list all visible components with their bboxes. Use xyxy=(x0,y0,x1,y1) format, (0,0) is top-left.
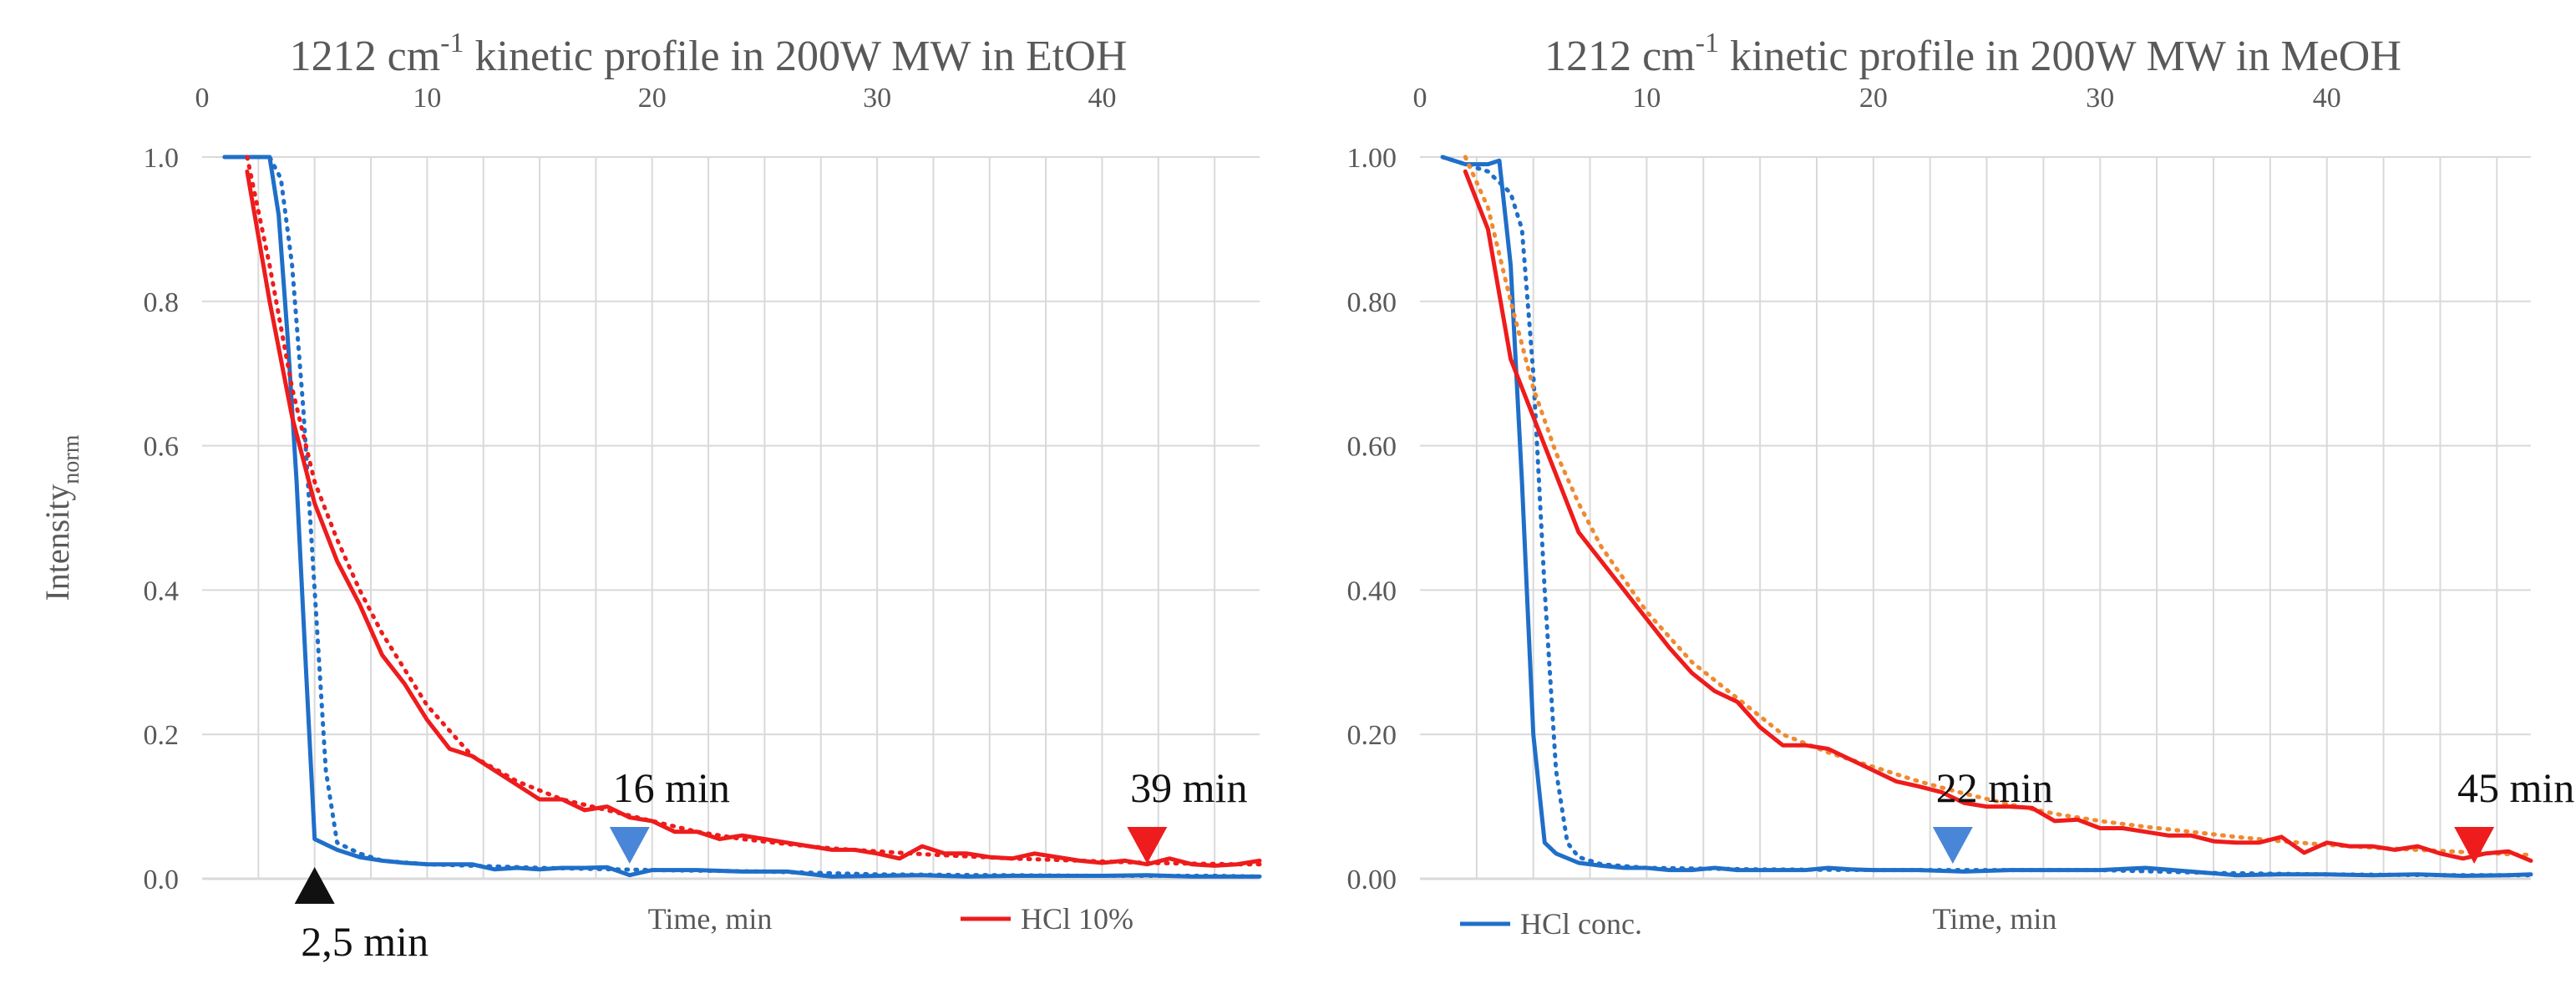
y-tick-label: 0.0 xyxy=(144,865,180,895)
series-line-hcl-conc-fit- xyxy=(222,155,1262,879)
marker-triangle-45-min xyxy=(2454,827,2495,864)
x-tick-label: 10 xyxy=(1632,83,1661,114)
series-line-hcl-10- xyxy=(245,169,1262,868)
legend-label: HCl 10% xyxy=(1021,902,1133,936)
marker-label: 16 min xyxy=(613,764,730,811)
marker-label: 22 min xyxy=(1936,764,2053,811)
chart-title: 1212 cm-1 kinetic profile in 200W MW in … xyxy=(1544,28,2401,80)
y-tick-label: 0.4 xyxy=(144,576,180,606)
x-axis-label: Time, min xyxy=(648,902,773,936)
series-line-hcl-10-fit- xyxy=(1463,155,2533,857)
marker-triangle-16-min xyxy=(609,827,650,864)
x-axis-label: Time, min xyxy=(1933,902,2057,936)
y-tick-label: 0.2 xyxy=(144,720,180,751)
y-tick-label: 0.40 xyxy=(1347,576,1397,606)
title-main: 1212 cm xyxy=(1544,33,1696,80)
series-line-hcl-conc- xyxy=(222,155,1262,879)
title-main: 1212 cm xyxy=(290,33,441,80)
x-tick-label: 30 xyxy=(2086,83,2114,114)
series-line-hcl-10-fit- xyxy=(245,155,1262,867)
marker-triangle-22-min xyxy=(1932,827,1973,864)
x-tick-label: 0 xyxy=(195,83,210,114)
series-line-hcl-conc-fit- xyxy=(1440,155,2533,878)
marker-label: 45 min xyxy=(2457,764,2574,811)
y-tick-label: 0.8 xyxy=(144,287,180,318)
y-label-main: Intensity xyxy=(38,484,76,601)
x-tick-label: 20 xyxy=(638,83,667,114)
marker-label: 2,5 min xyxy=(301,918,428,965)
legend-label: HCl conc. xyxy=(1520,907,1642,941)
y-tick-label: 1.00 xyxy=(1347,143,1397,174)
title-superscript: -1 xyxy=(440,28,464,58)
x-tick-label: 40 xyxy=(2313,83,2341,114)
title-rest: kinetic profile in 200W MW in EtOH xyxy=(464,33,1128,80)
y-label-sub: norm xyxy=(58,434,84,484)
y-tick-label: 0.60 xyxy=(1347,432,1397,463)
x-tick-label: 0 xyxy=(1413,83,1427,114)
x-tick-label: 10 xyxy=(413,83,441,114)
chart-title: 1212 cm-1 kinetic profile in 200W MW in … xyxy=(290,28,1128,80)
x-tick-label: 30 xyxy=(863,83,891,114)
y-tick-label: 0.6 xyxy=(144,432,180,463)
series-line-hcl-10- xyxy=(1463,169,2533,863)
y-tick-label: 1.0 xyxy=(144,143,180,174)
y-tick-label: 0.00 xyxy=(1347,865,1397,895)
marker-triangle-2-5-min xyxy=(294,867,335,904)
x-tick-label: 20 xyxy=(1859,83,1888,114)
y-tick-label: 0.80 xyxy=(1347,287,1397,318)
marker-label: 39 min xyxy=(1130,764,1247,811)
y-tick-label: 0.20 xyxy=(1347,720,1397,751)
x-tick-label: 40 xyxy=(1088,83,1116,114)
title-rest: kinetic profile in 200W MW in MeOH xyxy=(1719,33,2401,80)
marker-triangle-39-min xyxy=(1127,827,1168,864)
y-axis-label: Intensitynorm xyxy=(38,434,84,601)
title-superscript: -1 xyxy=(1696,28,1719,58)
